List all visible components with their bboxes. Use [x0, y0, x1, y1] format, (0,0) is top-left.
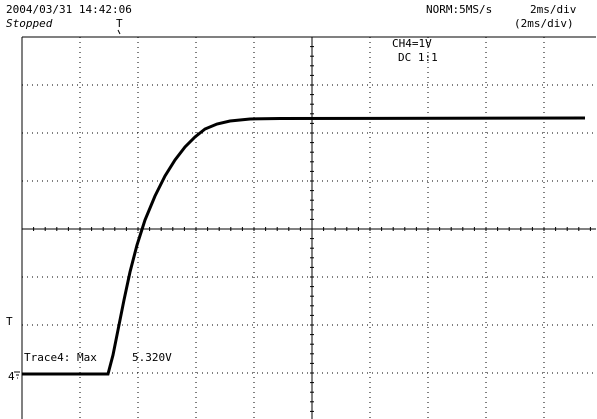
measurement-value: 5.320V [132, 351, 172, 364]
timebase: 2ms/div [530, 3, 577, 16]
acquisition: NORM:5MS/s [426, 3, 492, 16]
measurement-label: Trace4: Max [24, 351, 97, 364]
ground-symbol [14, 371, 20, 379]
status: Stopped [6, 17, 53, 30]
channel-scale: CH4=1V [392, 37, 432, 50]
trigger-arrow [117, 29, 121, 35]
waveform-trace [22, 116, 586, 376]
trigger-level-marker: T [6, 315, 13, 328]
timebase-sub: (2ms/div) [514, 17, 574, 30]
trigger-marker: T [116, 17, 123, 30]
ground-marker: 4 [8, 370, 15, 383]
datetime: 2004/03/31 14:42:06 [6, 3, 132, 16]
channel-coupling: DC 1:1 [398, 51, 438, 64]
